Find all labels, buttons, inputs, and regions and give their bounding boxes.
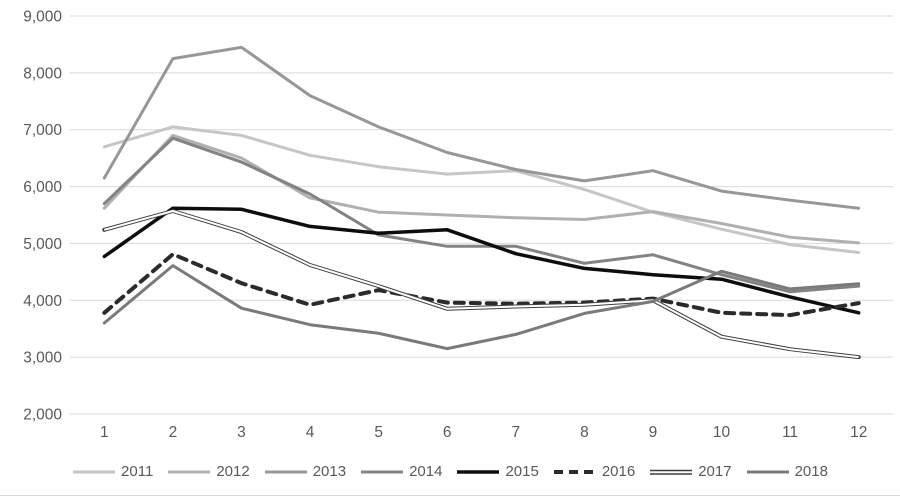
legend-line-sample-2018	[746, 470, 789, 474]
series-line-2013	[102, 45, 861, 210]
x-tick-label: 9	[649, 424, 658, 441]
chart-legend: 2011 2012 2013 2014 2015 2016 2017 2018	[0, 462, 900, 482]
legend-line-sample-2013	[264, 470, 307, 474]
series-line-2015	[102, 206, 861, 315]
legend-label-2014: 2014	[409, 463, 443, 480]
legend-line-sample-2016	[553, 470, 596, 474]
legend-label-2017: 2017	[698, 463, 732, 480]
x-tick-label: 6	[443, 424, 452, 441]
legend-item-2012: 2012	[167, 462, 250, 482]
legend-label-2012: 2012	[216, 463, 250, 480]
series-line-2012	[102, 133, 861, 245]
legend-label-2013: 2013	[312, 463, 347, 480]
y-tick-label: 2,000	[23, 407, 62, 424]
y-tick-label: 4,000	[23, 293, 62, 310]
y-tick-label: 6,000	[23, 179, 62, 196]
y-tick-label: 9,000	[23, 9, 62, 26]
y-tick-label: 3,000	[23, 350, 62, 367]
legend-line-sample-2011	[73, 470, 116, 474]
y-tick-label: 7,000	[23, 122, 62, 139]
x-tick-label: 12	[850, 424, 867, 441]
series-line-2014	[102, 136, 861, 294]
legend-label-2015: 2015	[505, 463, 539, 480]
legend-item-2013: 2013	[264, 462, 346, 482]
bottom-divider	[0, 495, 900, 496]
legend-line-sample-2015	[457, 470, 500, 474]
legend-label-2011: 2011	[121, 463, 154, 480]
y-tick-label: 5,000	[23, 236, 62, 253]
legend-item-2017: 2017	[649, 462, 732, 482]
legend-line-sample-2014	[361, 470, 404, 474]
legend-label-2018: 2018	[794, 463, 828, 480]
x-tick-label: 11	[782, 424, 798, 441]
x-tick-label: 8	[580, 424, 589, 441]
legend-line-sample-2017	[650, 469, 693, 475]
legend-label-2016: 2016	[601, 463, 636, 480]
x-tick-label: 1	[100, 424, 109, 441]
series-line-inner-2017	[104, 210, 859, 359]
x-tick-label: 4	[306, 424, 315, 441]
x-tick-label: 2	[169, 424, 178, 441]
legend-item-2011: 2011	[72, 462, 153, 482]
legend-item-2015: 2015	[456, 462, 539, 482]
x-tick-label: 5	[374, 424, 383, 441]
x-tick-label: 10	[713, 424, 731, 441]
legend-item-2014: 2014	[360, 462, 442, 482]
series-line-2018	[102, 264, 861, 351]
series-line-2016	[102, 252, 861, 318]
legend-line-sample-2012	[168, 470, 211, 474]
legend-item-2016: 2016	[553, 462, 635, 482]
x-tick-label: 3	[237, 424, 246, 441]
x-tick-label: 7	[511, 424, 520, 441]
legend-item-2018: 2018	[746, 462, 828, 482]
series-line-2011	[102, 125, 861, 254]
y-tick-label: 8,000	[23, 65, 62, 82]
